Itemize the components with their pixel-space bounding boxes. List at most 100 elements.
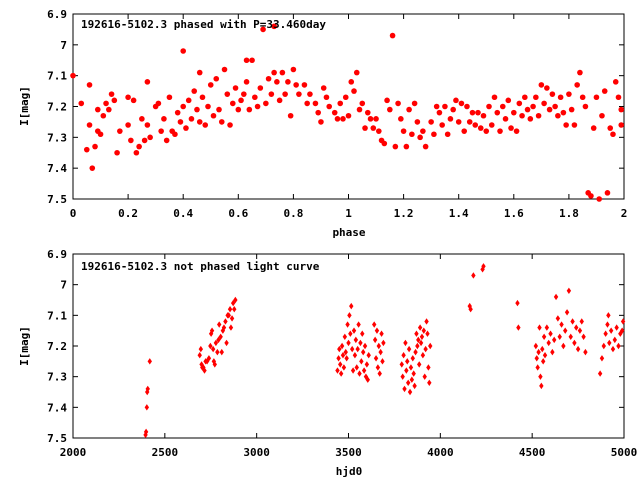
bottom-data-point: [533, 342, 539, 350]
bottom-data-point: [213, 339, 219, 347]
top-data-point: [196, 69, 203, 76]
top-data-point: [497, 128, 503, 134]
bottom-data-point: [544, 324, 550, 331]
top-data-point: [491, 94, 498, 101]
top-data-point: [285, 79, 291, 85]
top-y-tick-label: 7.5: [47, 193, 67, 206]
bottom-data-point: [415, 342, 420, 350]
bottom-data-point: [538, 373, 543, 380]
top-data-point: [111, 97, 118, 104]
phased-light-curve-panel: 0 0.2 0.4 0.6 0.8 1 1.2 1.4 1.6 1.8 2 6.9 7 7.1 7.2 7.…: [18, 8, 627, 239]
bottom-data-point: [358, 339, 363, 347]
top-data-point: [114, 149, 120, 156]
top-data-point: [296, 91, 302, 97]
top-data-point: [177, 119, 184, 125]
top-data-point: [563, 122, 569, 128]
top-data-point: [488, 122, 495, 128]
top-data-point: [188, 116, 195, 122]
top-data-point: [486, 103, 492, 110]
top-x-tick-label: 1.4: [449, 207, 469, 220]
top-data-point: [593, 94, 600, 101]
bottom-data-point: [553, 293, 559, 301]
top-data-point: [568, 106, 575, 113]
top-x-tick-label: 1.8: [559, 207, 579, 220]
top-data-point: [210, 112, 217, 119]
bottom-data-point: [599, 355, 605, 362]
top-data-point: [130, 97, 137, 104]
top-data-point: [92, 143, 98, 150]
bottom-data-points: [143, 263, 626, 439]
bottom-data-point: [619, 327, 625, 334]
bottom-data-point: [608, 327, 614, 334]
top-data-point: [86, 82, 93, 88]
bottom-data-point: [218, 333, 223, 340]
top-data-point: [577, 69, 583, 76]
top-data-point: [301, 82, 308, 88]
top-data-point: [163, 137, 170, 144]
top-data-point: [271, 69, 277, 76]
top-data-point: [133, 149, 140, 156]
bottom-data-point: [612, 336, 618, 344]
top-data-point: [238, 97, 244, 104]
bottom-data-point: [345, 321, 350, 328]
bottom-data-point: [402, 385, 407, 393]
top-data-point: [544, 85, 550, 91]
top-x-tick-label: 1.6: [504, 207, 524, 220]
top-data-point: [533, 94, 539, 101]
top-data-point: [607, 125, 614, 131]
top-data-point: [97, 131, 104, 138]
bottom-data-point: [233, 296, 238, 304]
bottom-data-point: [407, 388, 413, 396]
top-data-point: [274, 79, 280, 85]
top-data-point: [227, 122, 233, 128]
bottom-data-point: [616, 342, 621, 350]
bottom-data-point: [405, 358, 410, 365]
top-data-point: [213, 75, 220, 82]
top-data-point: [89, 165, 96, 171]
bottom-data-point: [559, 321, 564, 328]
bottom-data-point: [574, 324, 579, 331]
bottom-data-point: [377, 370, 382, 377]
bottom-y-tick-label: 7: [60, 279, 67, 292]
top-data-point: [552, 103, 558, 110]
top-data-point: [180, 103, 186, 110]
top-data-point: [103, 100, 109, 107]
bottom-data-point: [353, 336, 359, 344]
top-data-points: [70, 23, 625, 202]
bottom-data-point: [406, 345, 412, 353]
top-data-point: [351, 88, 357, 94]
top-data-point: [172, 131, 178, 138]
unphased-light-curve-panel: 2000 2500 3000 3500 4000 4500 5000 6.9 7 7.1 7.2 7…: [18, 248, 637, 478]
top-data-point: [527, 116, 534, 122]
top-data-point: [612, 79, 619, 85]
bottom-data-point: [537, 324, 542, 331]
top-data-point: [522, 94, 528, 101]
top-data-point: [243, 79, 250, 85]
bottom-data-point: [424, 318, 429, 325]
top-data-point: [549, 91, 556, 97]
bottom-data-point: [535, 364, 540, 371]
top-data-point: [241, 91, 247, 97]
top-data-point: [356, 106, 363, 113]
top-data-point: [444, 131, 451, 138]
bottom-data-point: [568, 333, 573, 340]
top-data-point: [422, 143, 429, 150]
top-x-axis-ticks: 0 0.2 0.4 0.6 0.8 1 1.2 1.4 1.6 1.8 2: [70, 14, 627, 220]
top-data-point: [381, 140, 388, 147]
bottom-data-point: [341, 364, 347, 371]
bottom-data-point: [338, 361, 343, 368]
bottom-x-tick-label: 5000: [611, 446, 638, 459]
bottom-data-point: [373, 355, 379, 362]
top-data-point: [505, 97, 512, 104]
bottom-data-point: [336, 355, 341, 362]
bottom-data-point: [481, 263, 486, 270]
bottom-data-point: [420, 352, 426, 359]
top-data-point: [353, 69, 360, 76]
top-data-point: [318, 119, 324, 125]
top-data-point: [502, 116, 509, 122]
top-data-point: [108, 91, 115, 97]
bottom-data-point: [564, 309, 570, 316]
top-data-point: [155, 100, 162, 107]
top-data-point: [389, 32, 396, 39]
bottom-data-point: [223, 318, 228, 325]
